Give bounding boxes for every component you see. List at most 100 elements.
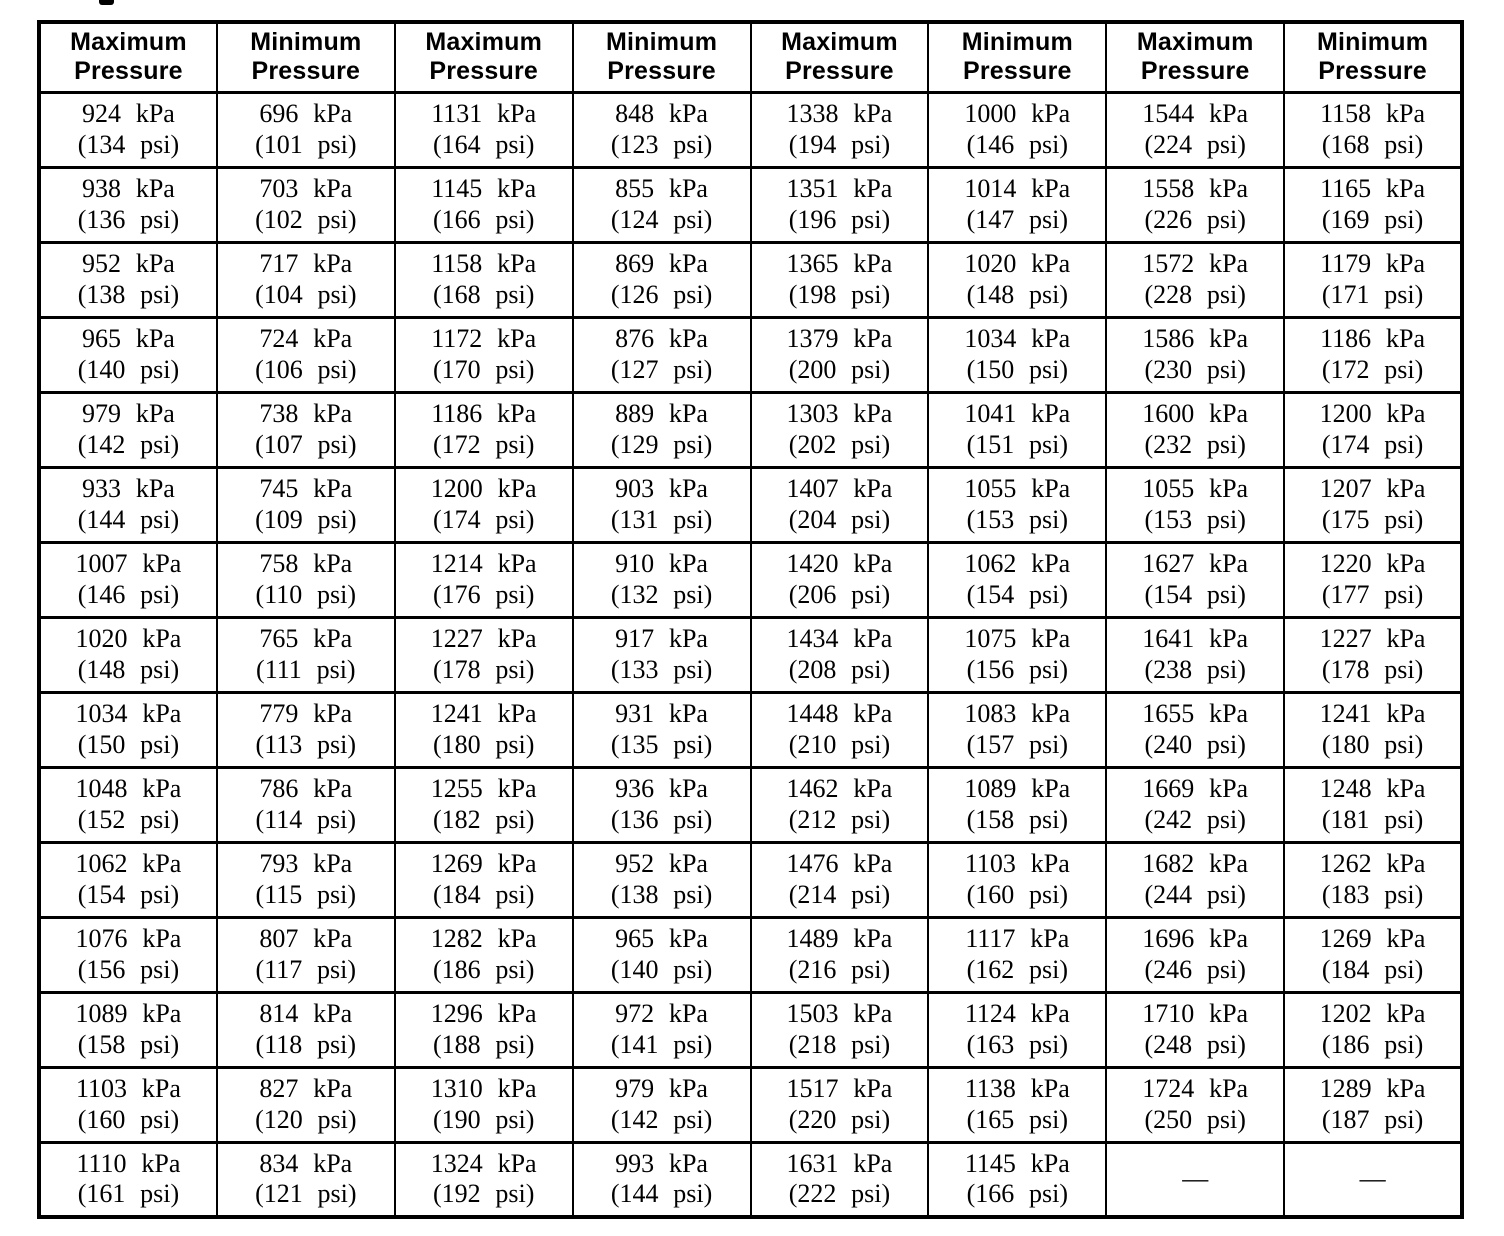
- table-row: 938 kPa (136 psi) 703 kPa (102 psi) 1145 kPa…: [38, 165, 1463, 244]
- psi-value: (113 psi): [255, 729, 357, 759]
- pressure-cell: 1138 kPa (165 psi): [927, 1065, 1108, 1144]
- pressure-cell: 738 kPa (107 psi): [215, 390, 396, 469]
- psi-value: (151 psi): [966, 429, 1069, 459]
- pressure-cell: 848 kPa (123 psi): [571, 90, 752, 169]
- table-row: 1089 kPa (158 psi) 814 kPa (118 psi) 1296 kP…: [38, 990, 1463, 1069]
- kpa-value: 1600 kPa: [1142, 399, 1249, 429]
- psi-value: (150 psi): [966, 354, 1069, 384]
- pressure-cell: 1165 kPa (169 psi): [1283, 165, 1463, 244]
- psi-value: (118 psi): [255, 1029, 357, 1059]
- column-header-maximum-pressure: Maximum Pressure: [38, 20, 218, 94]
- pressure-cell: 1365 kPa (198 psi): [749, 240, 930, 319]
- pressure-cell: 869 kPa (126 psi): [571, 240, 752, 319]
- kpa-value: 1034 kPa: [964, 324, 1071, 354]
- pressure-cell: 979 kPa (142 psi): [38, 390, 218, 469]
- psi-value: (177 psi): [1321, 579, 1424, 609]
- psi-value: (158 psi): [966, 804, 1069, 834]
- pressure-table: Maximum Pressure Minimum Pressure Maximu…: [37, 20, 1464, 1219]
- pressure-cell: 1041 kPa (151 psi): [927, 390, 1108, 469]
- kpa-value: 758 kPa: [259, 549, 353, 579]
- psi-value: (101 psi): [255, 129, 357, 159]
- kpa-value: 1669 kPa: [1142, 774, 1249, 804]
- psi-value: (206 psi): [788, 579, 891, 609]
- column-header-minimum-pressure: Minimum Pressure: [215, 20, 396, 94]
- pressure-cell: 917 kPa (133 psi): [571, 615, 752, 694]
- pressure-cell: 1202 kPa (186 psi): [1283, 990, 1463, 1069]
- pressure-cell: —: [1105, 1140, 1286, 1219]
- header-row: Maximum Pressure Minimum Pressure Maximu…: [38, 20, 1463, 94]
- pressure-cell: 1420 kPa (206 psi): [749, 540, 930, 619]
- pressure-cell: 1351 kPa (196 psi): [749, 165, 930, 244]
- kpa-value: 1282 kPa: [430, 924, 537, 954]
- psi-value: (157 psi): [966, 729, 1069, 759]
- psi-value: (140 psi): [77, 354, 180, 384]
- psi-value: (212 psi): [788, 804, 891, 834]
- kpa-value: 724 kPa: [259, 324, 353, 354]
- kpa-value: 1158 kPa: [1320, 99, 1425, 129]
- pressure-cell: 1586 kPa (230 psi): [1105, 315, 1286, 394]
- kpa-value: 1448 kPa: [786, 699, 893, 729]
- table-row: 1062 kPa (154 psi) 793 kPa (115 psi) 1269 kP…: [38, 840, 1463, 919]
- psi-value: (168 psi): [1321, 129, 1424, 159]
- pressure-cell: 876 kPa (127 psi): [571, 315, 752, 394]
- psi-value: (114 psi): [255, 804, 357, 834]
- pressure-cell: 1269 kPa (184 psi): [393, 840, 574, 919]
- psi-value: (154 psi): [1144, 579, 1246, 609]
- psi-value: (184 psi): [432, 879, 535, 909]
- table-row: 979 kPa (142 psi) 738 kPa (107 psi) 1186 kPa…: [38, 390, 1463, 469]
- pressure-cell: 703 kPa (102 psi): [215, 165, 396, 244]
- pressure-cell: 758 kPa (110 psi): [215, 540, 396, 619]
- psi-value: (168 psi): [432, 279, 535, 309]
- pressure-cell: 1124 kPa (163 psi): [927, 990, 1108, 1069]
- pressure-cell: 855 kPa (124 psi): [571, 165, 752, 244]
- kpa-value: 1089 kPa: [964, 774, 1071, 804]
- kpa-value: 869 kPa: [615, 249, 708, 279]
- psi-value: (124 psi): [610, 204, 713, 234]
- pressure-cell: 1227 kPa (178 psi): [393, 615, 574, 694]
- pressure-cell: 965 kPa (140 psi): [38, 315, 218, 394]
- table-row: 1076 kPa (156 psi) 807 kPa (117 psi) 1282 kP…: [38, 915, 1463, 994]
- kpa-value: 1055 kPa: [964, 474, 1071, 504]
- pressure-table-body: 924 kPa (134 psi) 696 kPa (101 psi) 1131 kPa…: [38, 90, 1463, 1219]
- kpa-value: 793 kPa: [259, 849, 353, 879]
- pressure-cell: 1476 kPa (214 psi): [749, 840, 930, 919]
- pressure-cell: 1489 kPa (216 psi): [749, 915, 930, 994]
- kpa-value: 1202 kPa: [1319, 999, 1426, 1029]
- pressure-cell: 1227 kPa (178 psi): [1283, 615, 1463, 694]
- pressure-cell: 1131 kPa (164 psi): [393, 90, 574, 169]
- kpa-value: 979 kPa: [82, 399, 175, 429]
- kpa-value: 1227 kPa: [1319, 624, 1426, 654]
- pressure-cell: 1076 kPa (156 psi): [38, 915, 218, 994]
- kpa-value: 1303 kPa: [786, 399, 893, 429]
- kpa-value: 779 kPa: [259, 699, 353, 729]
- table-row: 924 kPa (134 psi) 696 kPa (101 psi) 1131 kPa…: [38, 90, 1463, 169]
- pressure-cell: 993 kPa (144 psi): [571, 1140, 752, 1219]
- table-row: 965 kPa (140 psi) 724 kPa (106 psi) 1172 kPa…: [38, 315, 1463, 394]
- pressure-cell: 1034 kPa (150 psi): [927, 315, 1108, 394]
- pressure-cell: 814 kPa (118 psi): [215, 990, 396, 1069]
- kpa-value: 910 kPa: [615, 549, 708, 579]
- pressure-cell: 786 kPa (114 psi): [215, 765, 396, 844]
- psi-value: (224 psi): [1144, 129, 1246, 159]
- psi-value: (132 psi): [610, 579, 713, 609]
- psi-value: (104 psi): [255, 279, 357, 309]
- pressure-cell: 1014 kPa (147 psi): [927, 165, 1108, 244]
- psi-value: (176 psi): [432, 579, 535, 609]
- psi-value: (248 psi): [1144, 1029, 1246, 1059]
- psi-value: (134 psi): [77, 129, 180, 159]
- pressure-cell: 1214 kPa (176 psi): [393, 540, 574, 619]
- kpa-value: 1338 kPa: [786, 99, 893, 129]
- psi-value: (106 psi): [255, 354, 357, 384]
- kpa-value: 807 kPa: [259, 924, 353, 954]
- column-header-minimum-pressure: Minimum Pressure: [1283, 20, 1463, 94]
- psi-value: (172 psi): [1321, 354, 1424, 384]
- kpa-value: 1269 kPa: [1319, 924, 1426, 954]
- psi-value: (156 psi): [77, 954, 180, 984]
- kpa-value: 1145 kPa: [964, 1149, 1070, 1179]
- kpa-value: 1462 kPa: [786, 774, 893, 804]
- kpa-value: 786 kPa: [259, 774, 353, 804]
- psi-value: (183 psi): [1321, 879, 1424, 909]
- pressure-cell: 1220 kPa (177 psi): [1283, 540, 1463, 619]
- kpa-value: 936 kPa: [615, 774, 708, 804]
